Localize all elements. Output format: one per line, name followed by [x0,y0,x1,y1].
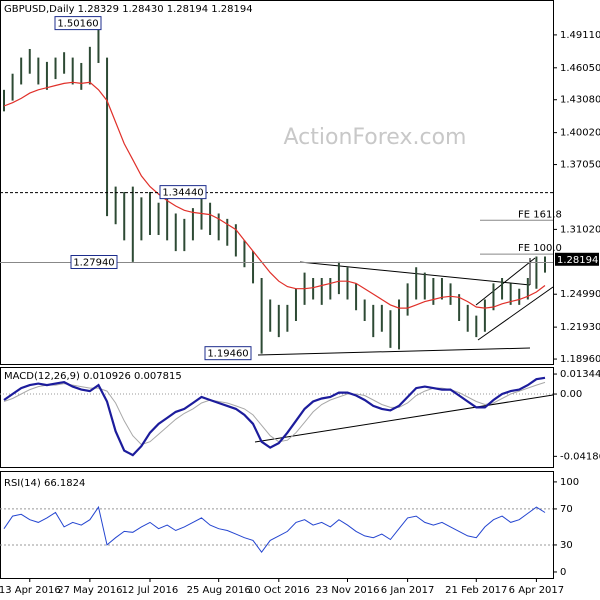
chart-title: GBPUSD,Daily 1.28329 1.28430 1.28194 1.2… [4,4,253,15]
trendline [254,394,554,443]
annotation-label: 1.34440 [162,188,203,199]
x-tick-label: 25 Aug 2016 [187,585,251,596]
trendline [477,286,554,341]
x-tick-label: 10 Oct 2016 [248,585,310,596]
fe-label: FE 161.8 [518,209,562,220]
trendline [475,257,536,306]
last-price-box [555,252,599,266]
annotation-box [54,16,102,31]
x-tick-label: 21 Feb 2017 [445,585,507,596]
y-tick-label: 1.31020 [560,224,600,235]
y-tick-label: 0 [560,567,566,578]
annotation-box [70,255,118,270]
annotation-box [204,346,252,361]
macd-title: MACD(12,26,9) 0.010926 0.007815 [4,371,182,382]
trendline [257,347,531,356]
y-tick-label: 0.00 [560,389,582,400]
x-tick-label: 12 Jul 2016 [122,585,179,596]
annotation-label: 1.50160 [57,19,98,30]
y-tick-label: 1.40020 [560,128,600,139]
y-tick-label: -0.041867 [560,451,600,462]
y-tick-label: 1.37050 [560,160,600,171]
last-price-label: 1.28194 [557,255,598,266]
y-tick-label: 1.18960 [560,354,600,365]
x-tick-label: 13 Apr 2016 [0,585,61,596]
rsi-line [3,505,546,554]
rsi-panel [0,471,554,579]
rsi-title: RSI(14) 66.1824 [4,478,85,489]
annotation-label: 1.27940 [73,258,114,269]
x-tick-label: 27 May 2016 [57,585,122,596]
y-tick-label: 1.21930 [560,322,600,333]
y-tick-label: 30 [560,540,573,551]
x-tick-label: 6 Jan 2017 [381,585,435,596]
moving-average [3,81,546,309]
macd-line [3,376,546,457]
x-tick-label: 6 Apr 2017 [509,585,564,596]
fe-label: FE 100.0 [518,243,562,254]
annotation-box [159,185,207,200]
main-panel [0,0,554,365]
y-tick-label: 1.43080 [560,95,600,106]
y-tick-label: 100 [560,477,579,488]
y-tick-label: 70 [560,504,573,515]
y-tick-label: 0.01344 [560,369,600,380]
y-tick-label: 1.49110 [560,30,600,41]
watermark: ActionForex.com [284,125,467,150]
y-tick-label: 1.46050 [560,63,600,74]
annotation-label: 1.19460 [207,349,248,360]
x-tick-label: 23 Nov 2016 [315,585,379,596]
macd-panel [0,367,554,468]
y-tick-label: 1.24990 [560,289,600,300]
